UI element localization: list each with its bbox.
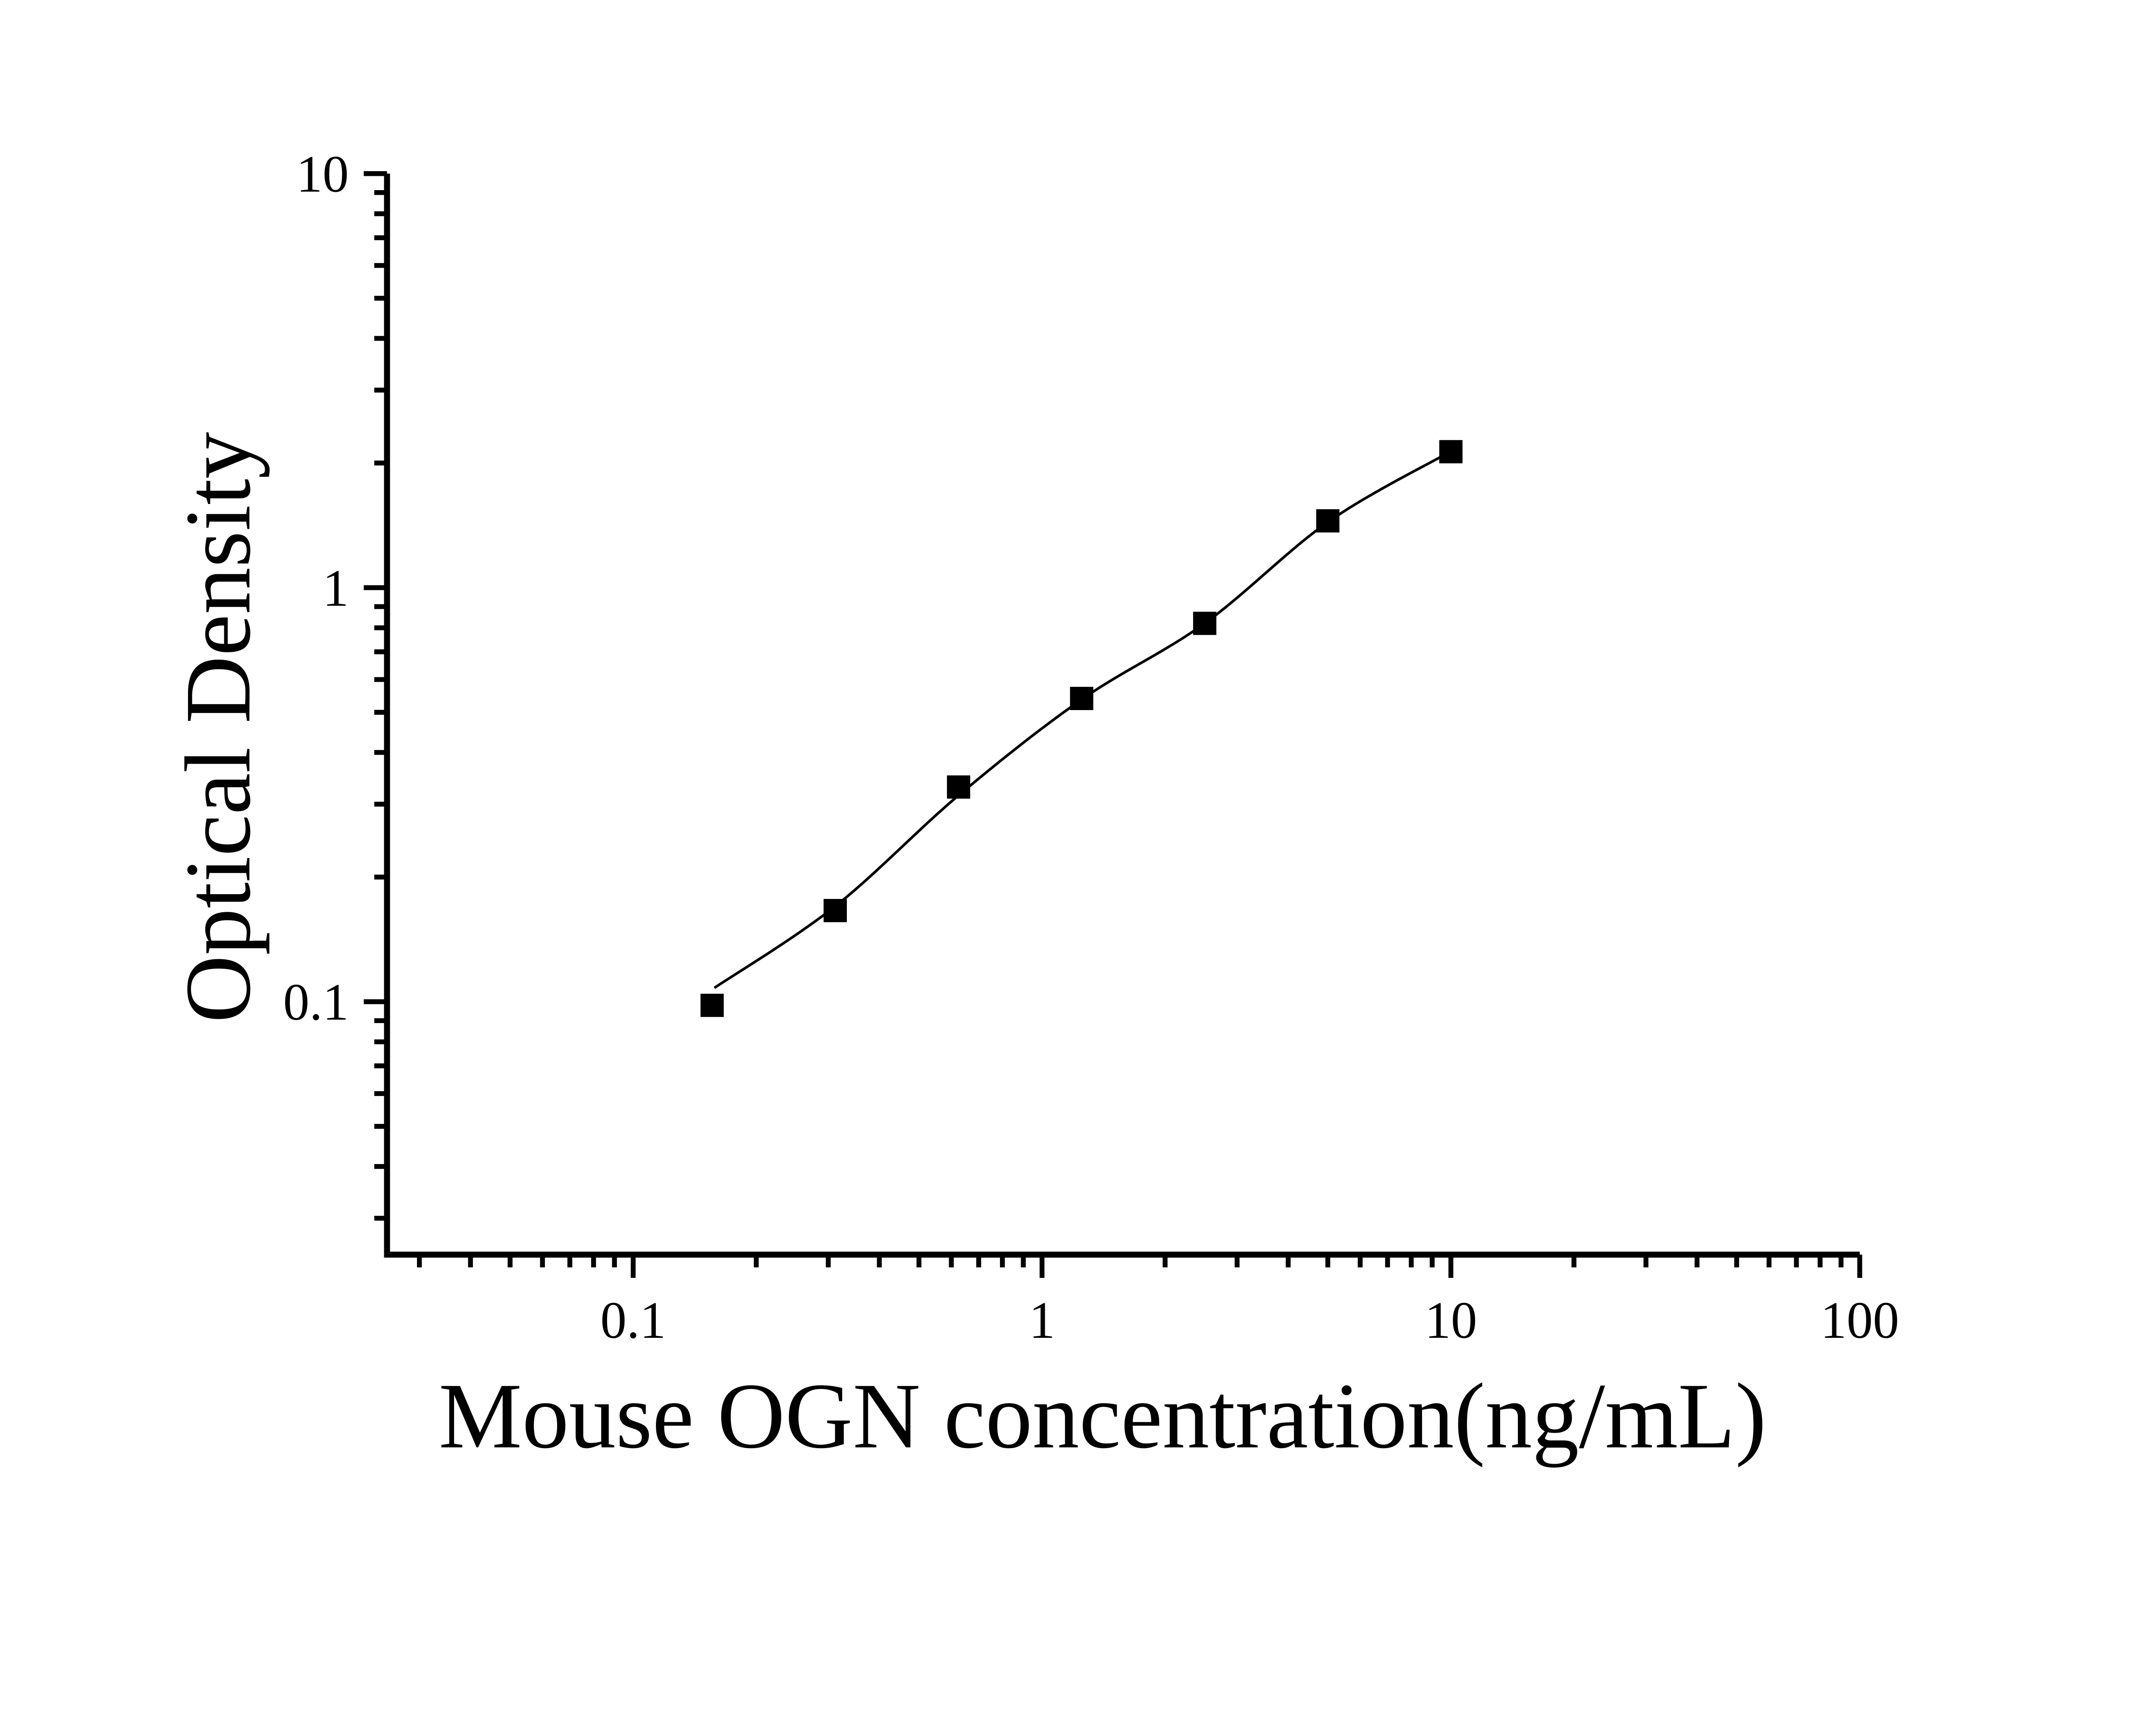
- y-axis-title: Optical Density: [166, 432, 270, 1023]
- plot-area: 0.1 1 10 100 0.1 1 10: [283, 145, 1899, 1349]
- y-tick-label: 10: [296, 145, 349, 203]
- x-tick-label: 10: [1425, 1291, 1477, 1349]
- elisa-standard-curve-figure: 0.1 1 10 100 0.1 1 10 Mouse OGN concentration(…: [166, 145, 1899, 1468]
- data-point-marker: [1193, 611, 1216, 635]
- x-tick-label: 0.1: [600, 1291, 666, 1349]
- data-point-marker: [823, 899, 847, 923]
- data-point-marker: [1070, 687, 1094, 711]
- axis-spine: [384, 173, 1860, 1258]
- data-point-marker: [1316, 509, 1340, 533]
- y-tick-label: 0.1: [283, 973, 349, 1031]
- x-tick-label: 1: [1029, 1291, 1055, 1349]
- data-point-marker: [700, 993, 724, 1017]
- y-tick-label: 1: [323, 559, 349, 617]
- standard-curve-chart: 0.1 1 10 100 0.1 1 10 Mouse OGN concentration(…: [166, 145, 1899, 1468]
- data-point-marker: [947, 775, 970, 799]
- data-point-marker: [1439, 440, 1463, 463]
- x-tick-label: 100: [1821, 1291, 1899, 1349]
- x-axis-title: Mouse OGN concentration(ng/mL): [439, 1364, 1766, 1468]
